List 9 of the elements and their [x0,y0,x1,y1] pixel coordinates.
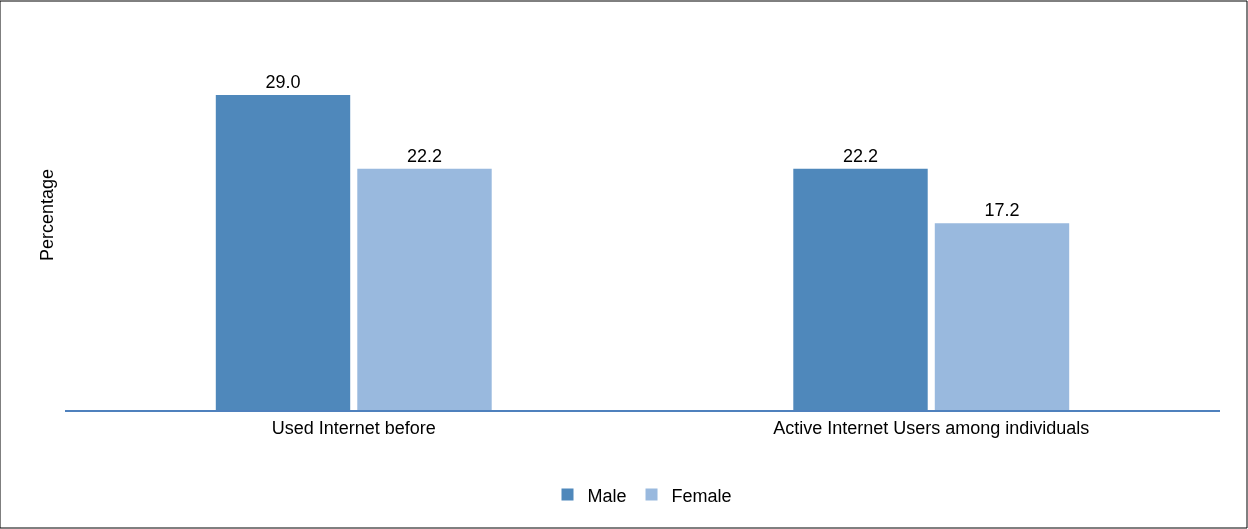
y-axis-title: Percentage [37,168,58,262]
data-label: 29.0 [265,71,301,92]
x-tick-label: Active Internet Users among individuals [773,417,1090,438]
data-label: 22.2 [842,145,879,166]
data-label: 17.2 [984,200,1020,221]
x-tick-label: Used Internet before [271,417,436,438]
data-label: 22.2 [406,145,443,166]
legend-label: Male [587,485,627,506]
legend-label: Female [671,485,732,506]
